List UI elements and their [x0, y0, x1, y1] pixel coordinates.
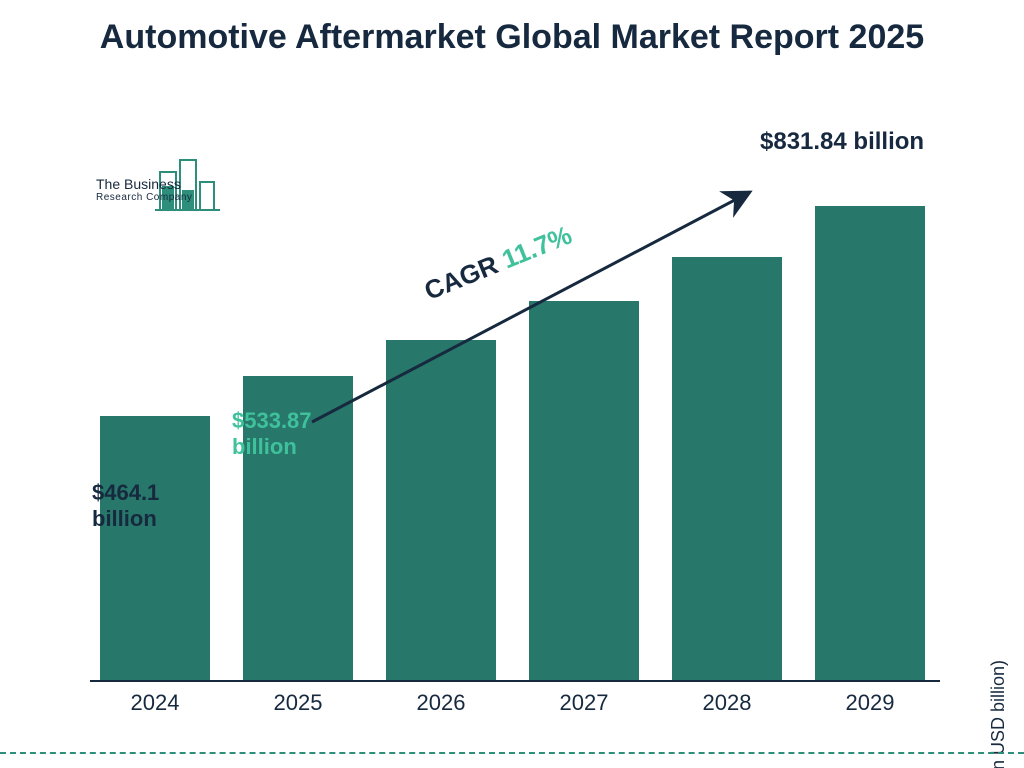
value-label: $464.1billion	[92, 480, 159, 533]
logo-text-line1: The Business	[96, 176, 192, 192]
x-axis	[90, 680, 940, 682]
x-category: 2025	[243, 690, 353, 716]
trend-arrow	[297, 177, 765, 437]
logo-text-line2: Research Company	[96, 192, 192, 204]
dashed-separator	[0, 752, 1024, 754]
final-value-label: $831.84 billion	[760, 128, 924, 157]
x-category: 2024	[100, 690, 210, 716]
bar	[815, 206, 925, 680]
chart-canvas: Automotive Aftermarket Global Market Rep…	[0, 0, 1024, 768]
chart-title: Automotive Aftermarket Global Market Rep…	[0, 18, 1024, 57]
brand-logo: The Business Research Company	[100, 150, 260, 225]
x-category: 2026	[386, 690, 496, 716]
x-category: 2029	[815, 690, 925, 716]
x-category: 2027	[529, 690, 639, 716]
bar	[100, 416, 210, 680]
x-category: 2028	[672, 690, 782, 716]
